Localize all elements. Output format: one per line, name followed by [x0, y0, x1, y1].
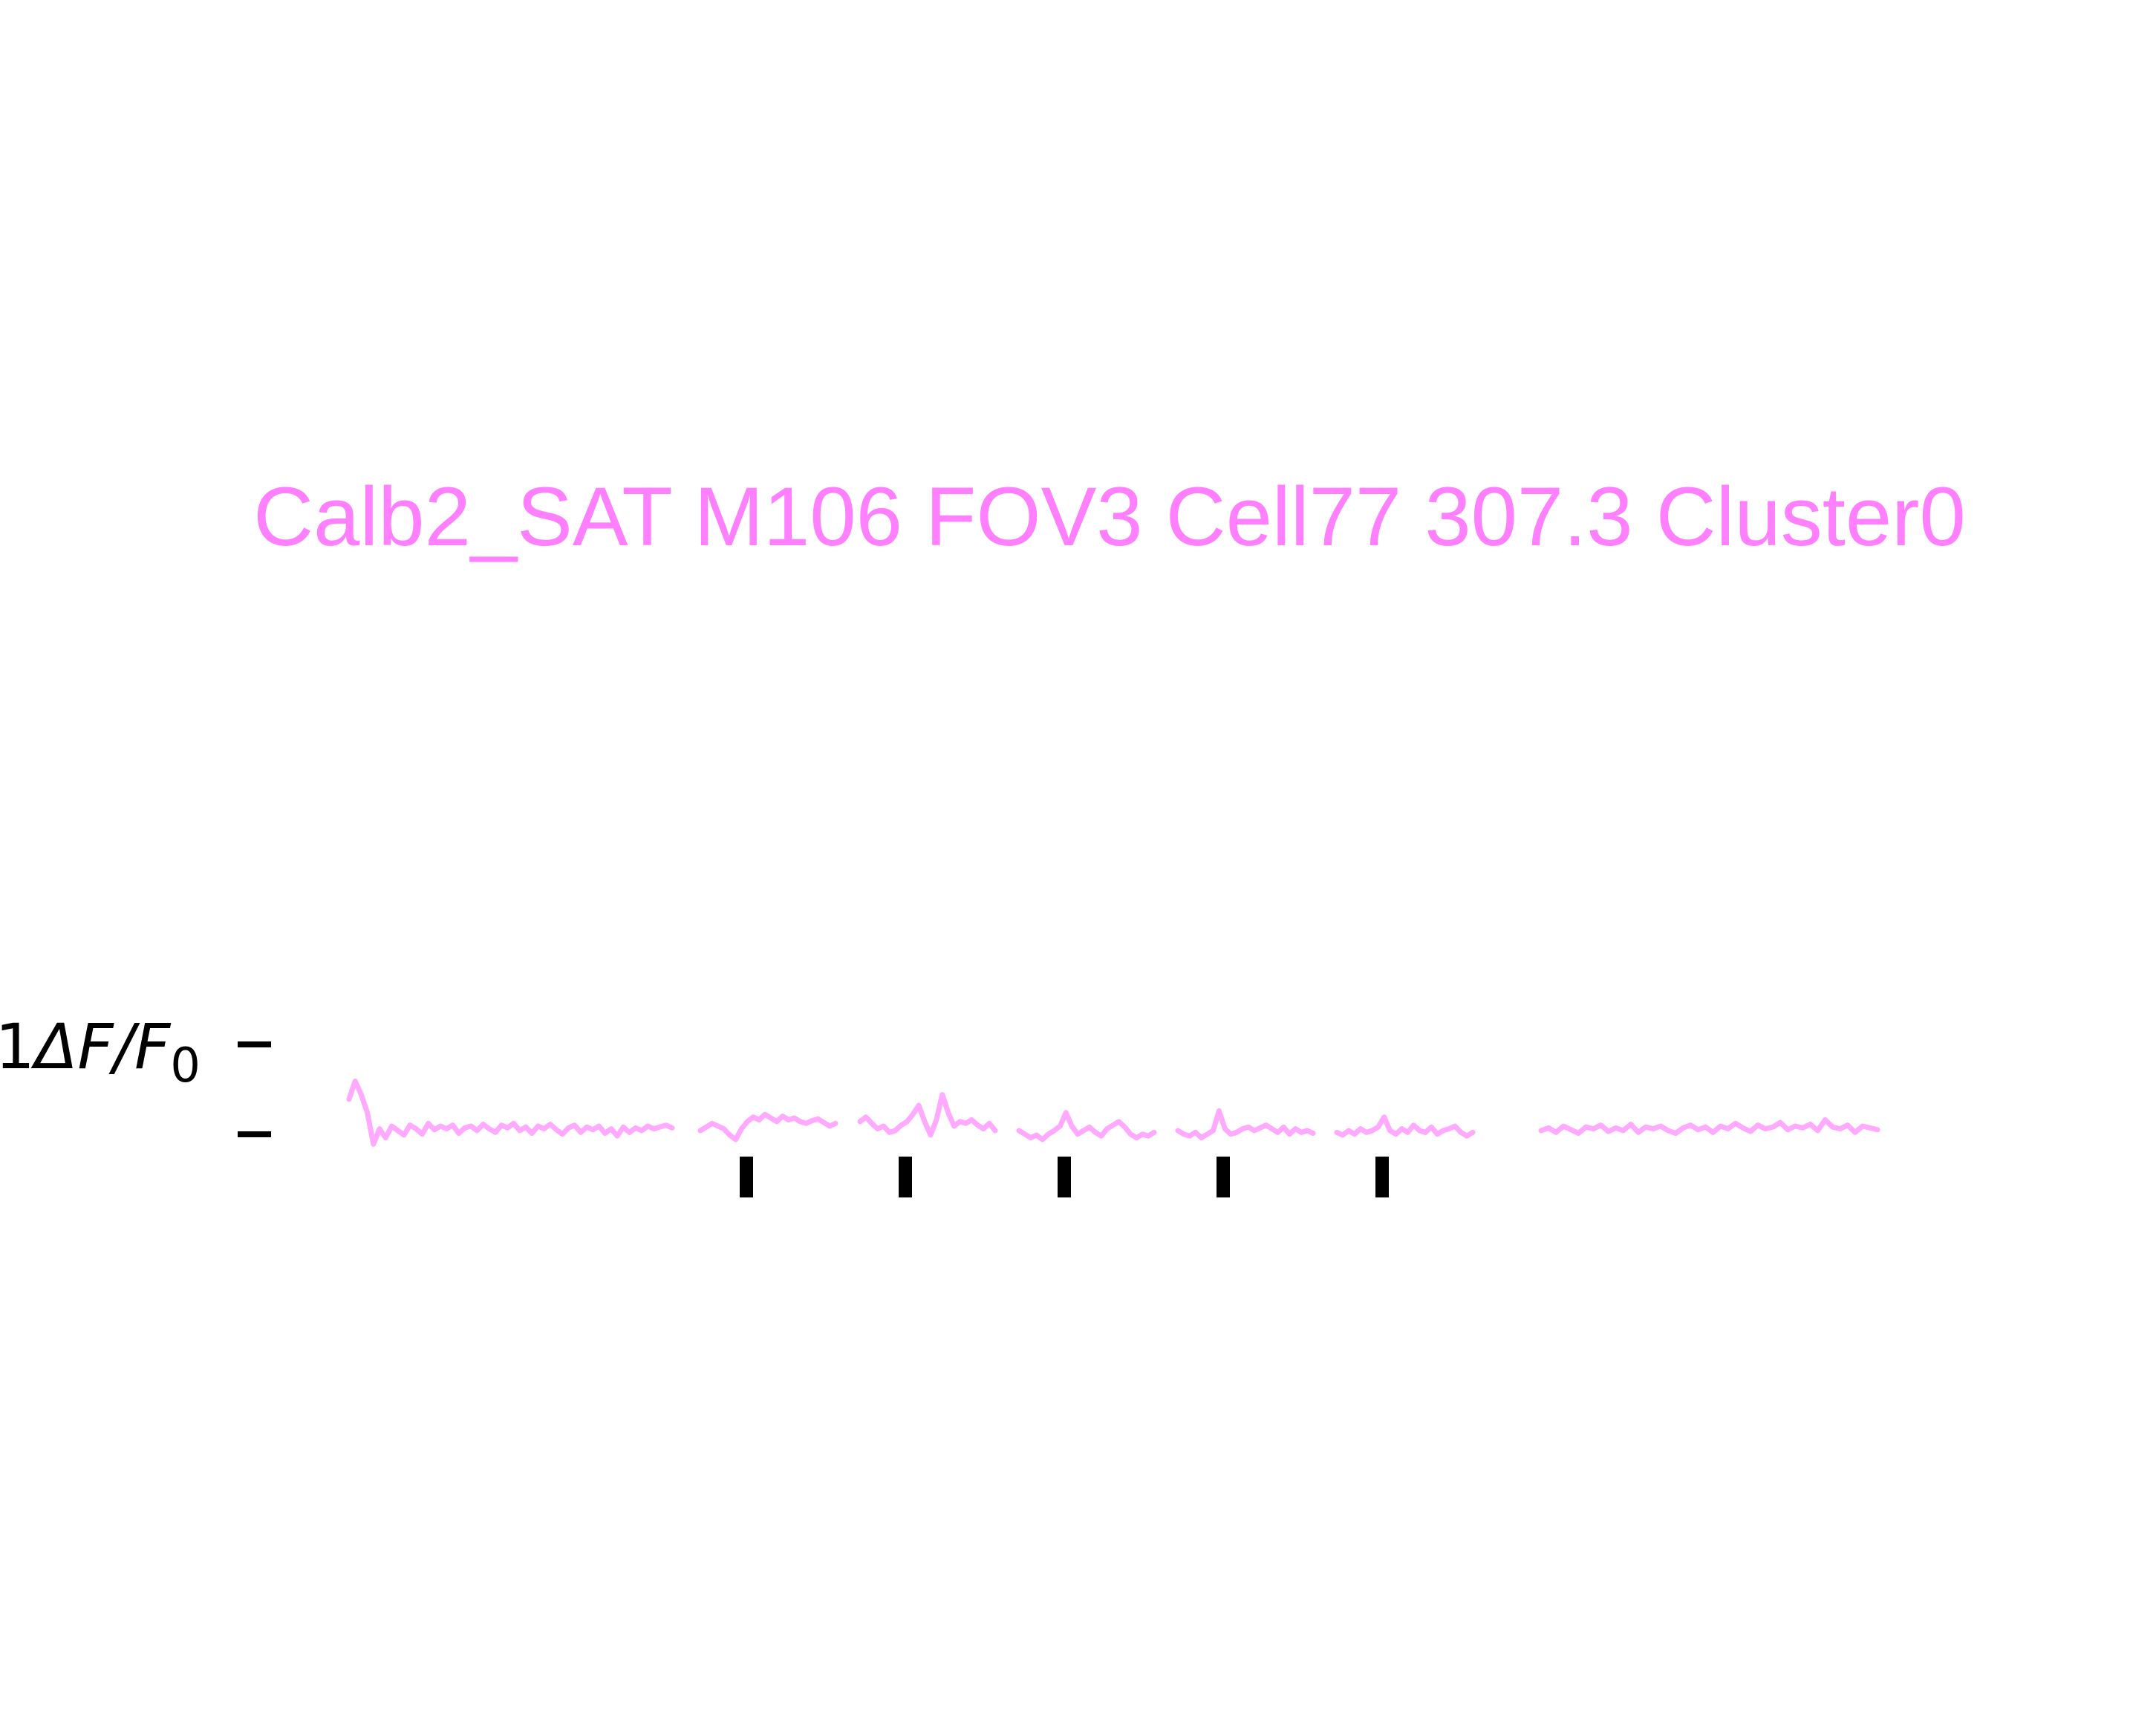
- scale-bar: 1ΔF/F0: [0, 1010, 271, 1137]
- trace-segment-7: [1538, 1117, 1880, 1137]
- stimulus-marker-group: [740, 1157, 1389, 1197]
- trace-group: [346, 1079, 1880, 1147]
- trace-segment-2: [697, 1111, 838, 1142]
- trace-segment-1: [346, 1079, 675, 1147]
- trace-segment-4: [1016, 1110, 1157, 1142]
- scale-bar-label: 1ΔF/F0: [0, 1010, 201, 1093]
- trace-segment-3: [857, 1092, 998, 1138]
- scale-bar-label-prefix: 1: [0, 1010, 35, 1083]
- chart-title: Calb2_SAT M106 FOV3 Cell77 307.3 Cluster…: [253, 470, 1966, 563]
- trace-segment-6: [1334, 1114, 1476, 1139]
- scale-bar-label-main: ΔF/F: [30, 1010, 172, 1083]
- scale-bar-label-subscript: 0: [170, 1038, 201, 1093]
- trace-segment-5: [1175, 1108, 1316, 1141]
